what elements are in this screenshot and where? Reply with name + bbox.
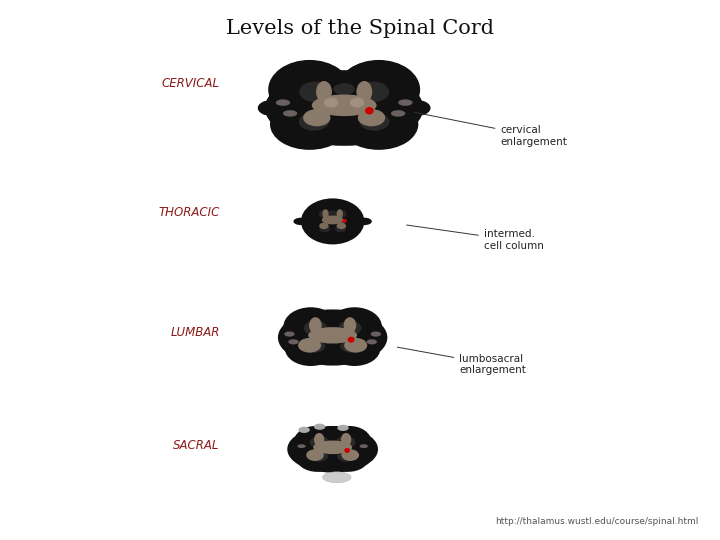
Ellipse shape: [285, 330, 337, 366]
Ellipse shape: [333, 83, 355, 95]
Ellipse shape: [348, 336, 354, 343]
Ellipse shape: [319, 210, 330, 218]
Ellipse shape: [319, 225, 330, 232]
Ellipse shape: [265, 70, 423, 146]
Ellipse shape: [319, 222, 329, 229]
Ellipse shape: [284, 332, 294, 336]
Text: CERVICAL: CERVICAL: [161, 77, 220, 90]
Ellipse shape: [269, 60, 351, 119]
Ellipse shape: [328, 330, 380, 366]
Ellipse shape: [402, 100, 431, 116]
Text: Levels of the Spinal Cord: Levels of the Spinal Cord: [226, 19, 494, 38]
Ellipse shape: [316, 81, 332, 103]
Ellipse shape: [314, 433, 324, 446]
Ellipse shape: [297, 444, 306, 448]
Ellipse shape: [337, 209, 343, 219]
Ellipse shape: [294, 426, 338, 457]
Ellipse shape: [310, 451, 328, 462]
Ellipse shape: [298, 427, 310, 433]
Ellipse shape: [284, 307, 338, 346]
Ellipse shape: [278, 309, 387, 366]
Ellipse shape: [344, 448, 350, 453]
Ellipse shape: [337, 425, 348, 431]
Ellipse shape: [301, 198, 364, 245]
Ellipse shape: [343, 317, 356, 334]
Ellipse shape: [308, 327, 357, 343]
Ellipse shape: [327, 426, 372, 457]
Ellipse shape: [365, 107, 374, 114]
Ellipse shape: [341, 219, 346, 222]
Ellipse shape: [357, 218, 372, 225]
Ellipse shape: [339, 98, 418, 150]
Ellipse shape: [335, 225, 346, 232]
Ellipse shape: [359, 444, 368, 448]
Ellipse shape: [337, 222, 346, 229]
Ellipse shape: [371, 332, 381, 336]
Ellipse shape: [335, 210, 346, 218]
Ellipse shape: [298, 338, 321, 353]
Ellipse shape: [287, 426, 378, 472]
Ellipse shape: [303, 109, 330, 126]
Ellipse shape: [323, 209, 328, 219]
Ellipse shape: [276, 99, 290, 106]
Ellipse shape: [337, 451, 355, 462]
Ellipse shape: [329, 210, 336, 215]
Ellipse shape: [310, 436, 330, 449]
Ellipse shape: [340, 340, 362, 353]
Text: THORACIC: THORACIC: [158, 206, 220, 219]
Ellipse shape: [297, 444, 338, 472]
Text: http://thalamus.wustl.edu/course/spinal.html: http://thalamus.wustl.edu/course/spinal.…: [495, 517, 698, 526]
Ellipse shape: [350, 98, 364, 107]
Ellipse shape: [366, 339, 377, 345]
Ellipse shape: [300, 82, 331, 102]
Ellipse shape: [344, 338, 367, 353]
Ellipse shape: [341, 449, 359, 461]
Ellipse shape: [258, 100, 287, 116]
Ellipse shape: [304, 320, 327, 335]
Text: lumbosacral
enlargement: lumbosacral enlargement: [397, 347, 526, 375]
Ellipse shape: [341, 433, 351, 446]
Ellipse shape: [336, 436, 356, 449]
Ellipse shape: [303, 340, 325, 353]
Ellipse shape: [338, 320, 361, 335]
Text: SACRAL: SACRAL: [174, 439, 220, 452]
Ellipse shape: [324, 98, 338, 107]
Ellipse shape: [288, 339, 299, 345]
Ellipse shape: [309, 317, 322, 334]
Ellipse shape: [356, 81, 372, 103]
Ellipse shape: [391, 110, 405, 117]
Ellipse shape: [359, 112, 390, 131]
Ellipse shape: [323, 472, 351, 483]
Ellipse shape: [322, 215, 343, 225]
Text: cervical
enlargement: cervical enlargement: [415, 112, 567, 147]
Ellipse shape: [313, 441, 352, 454]
Ellipse shape: [270, 98, 349, 150]
Ellipse shape: [357, 82, 390, 102]
Ellipse shape: [338, 60, 420, 119]
Ellipse shape: [312, 94, 377, 116]
Ellipse shape: [342, 219, 347, 222]
Ellipse shape: [283, 110, 297, 117]
Text: LUMBAR: LUMBAR: [170, 326, 220, 339]
Ellipse shape: [358, 109, 385, 126]
Text: intermed.
cell column: intermed. cell column: [407, 225, 544, 251]
Ellipse shape: [398, 99, 413, 106]
Ellipse shape: [294, 218, 308, 225]
Ellipse shape: [299, 112, 329, 131]
Ellipse shape: [327, 307, 382, 346]
Ellipse shape: [328, 444, 369, 472]
Ellipse shape: [306, 449, 324, 461]
Ellipse shape: [314, 423, 325, 430]
